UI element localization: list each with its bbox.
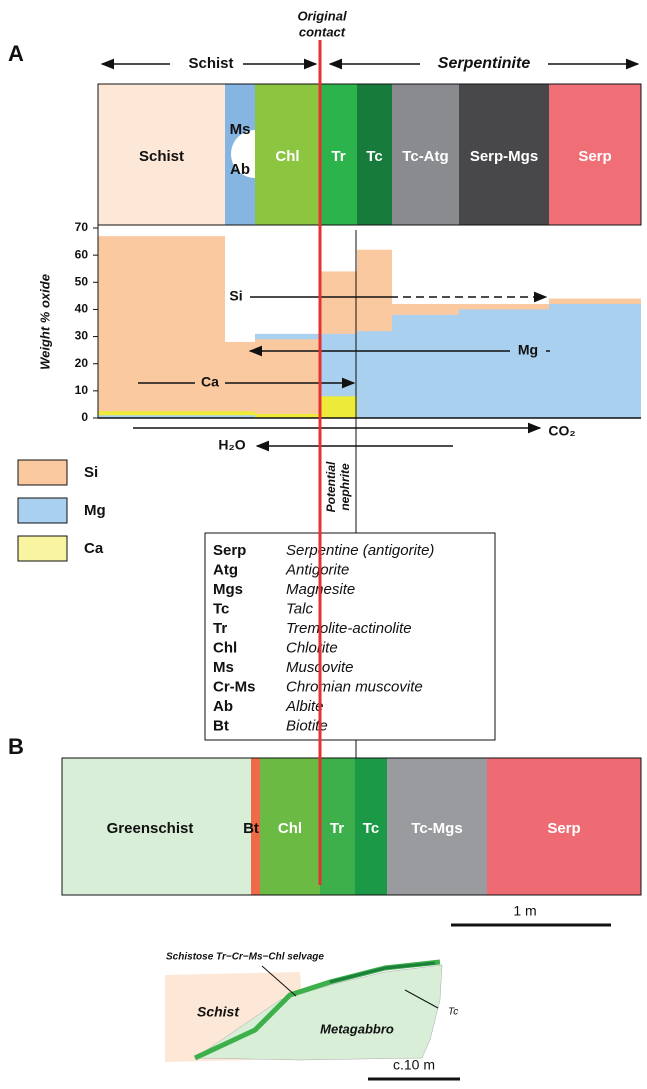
- sketch-label: Metagabbro: [320, 1021, 394, 1036]
- y-tick-label: 10: [75, 383, 89, 397]
- zone-label: Tr: [330, 820, 344, 837]
- y-tick-label: 50: [75, 274, 89, 288]
- abbr-meaning: Tremolite-actinolite: [286, 620, 412, 637]
- contact-label: contact: [299, 24, 346, 39]
- y-tick-label: 30: [75, 329, 89, 343]
- abbr-meaning: Albite: [285, 698, 324, 715]
- zone-label: Serp: [547, 820, 580, 837]
- zone-label: Tc: [366, 148, 382, 165]
- abbr-meaning: Serpentine (antigorite): [286, 542, 434, 559]
- y-tick-label: 70: [75, 220, 89, 234]
- abbr: Ms: [213, 659, 234, 676]
- abbr: Tc: [213, 600, 229, 617]
- abbr-meaning: Talc: [286, 600, 313, 617]
- abbr-meaning: Antigorite: [285, 561, 349, 578]
- legend-swatch: [18, 460, 67, 485]
- zone-label: Serp-Mgs: [470, 148, 538, 165]
- zone-label: Serp: [578, 148, 611, 165]
- y-tick-label: 60: [75, 247, 89, 261]
- legend-label: Ca: [84, 540, 104, 557]
- span-label: Schist: [188, 55, 233, 72]
- annotation: Si: [229, 288, 242, 304]
- abbr: Bt: [213, 717, 229, 734]
- area-segment: [357, 331, 392, 418]
- sketch-label: Tc: [448, 1007, 458, 1018]
- area-segment: [392, 315, 459, 418]
- abbr-meaning: Chlorite: [286, 639, 338, 656]
- annotation: Ca: [201, 374, 219, 390]
- y-tick-label: 0: [81, 410, 88, 424]
- annotation: Mg: [518, 342, 538, 358]
- abbr-meaning: Chromian muscovite: [286, 678, 423, 695]
- zone-label: Chl: [275, 148, 299, 165]
- nephrite-label: Potential: [324, 461, 338, 512]
- panel-label: B: [8, 734, 24, 759]
- area-segment: [459, 309, 549, 418]
- abbr: Serp: [213, 542, 246, 559]
- panel-label: A: [8, 41, 24, 66]
- y-tick-label: 40: [75, 302, 89, 316]
- annotation: H₂O: [218, 437, 245, 453]
- abbr: Atg: [213, 561, 238, 578]
- legend-swatch: [18, 498, 67, 523]
- zone-label: Ms: [230, 121, 251, 138]
- zone-label: Ab: [230, 161, 250, 178]
- legend-label: Mg: [84, 502, 106, 519]
- zone-label: Schist: [139, 148, 184, 165]
- area-segment: [225, 342, 255, 418]
- abbr: Cr-Ms: [213, 678, 256, 695]
- y-tick-label: 20: [75, 356, 89, 370]
- area-segment: [549, 304, 641, 418]
- zone-label: Tc-Atg: [402, 148, 448, 165]
- zone-label: Tc-Mgs: [411, 820, 462, 837]
- zone-label: Tr: [331, 148, 345, 165]
- nephrite-label: nephrite: [338, 463, 352, 511]
- sketch-label: Schist: [197, 1004, 240, 1020]
- sketch-label: Schistose Tr−Cr−Ms−Chl selvage: [166, 952, 324, 963]
- area-segment: [320, 396, 357, 418]
- legend-swatch: [18, 536, 67, 561]
- scale-label: 1 m: [513, 903, 536, 919]
- contact-label: Original: [297, 8, 347, 23]
- y-axis-label: Weight % oxide: [37, 274, 52, 370]
- legend-label: Si: [84, 464, 98, 481]
- zone-label: Tc: [363, 820, 379, 837]
- zone-label: Bt: [243, 820, 259, 837]
- abbr: Tr: [213, 620, 227, 637]
- zone-label: Greenschist: [107, 820, 194, 837]
- area-segment: [98, 236, 225, 418]
- abbr: Chl: [213, 639, 237, 656]
- scale-label: c.10 m: [393, 1057, 435, 1073]
- abbr: Ab: [213, 698, 233, 715]
- zone-label: Chl: [278, 820, 302, 837]
- abbr: Mgs: [213, 581, 243, 598]
- figure: A Originalcontact Schist Serpentinite Schist…: [0, 0, 647, 1089]
- span-label: Serpentinite: [438, 55, 531, 72]
- annotation: CO₂: [548, 423, 575, 439]
